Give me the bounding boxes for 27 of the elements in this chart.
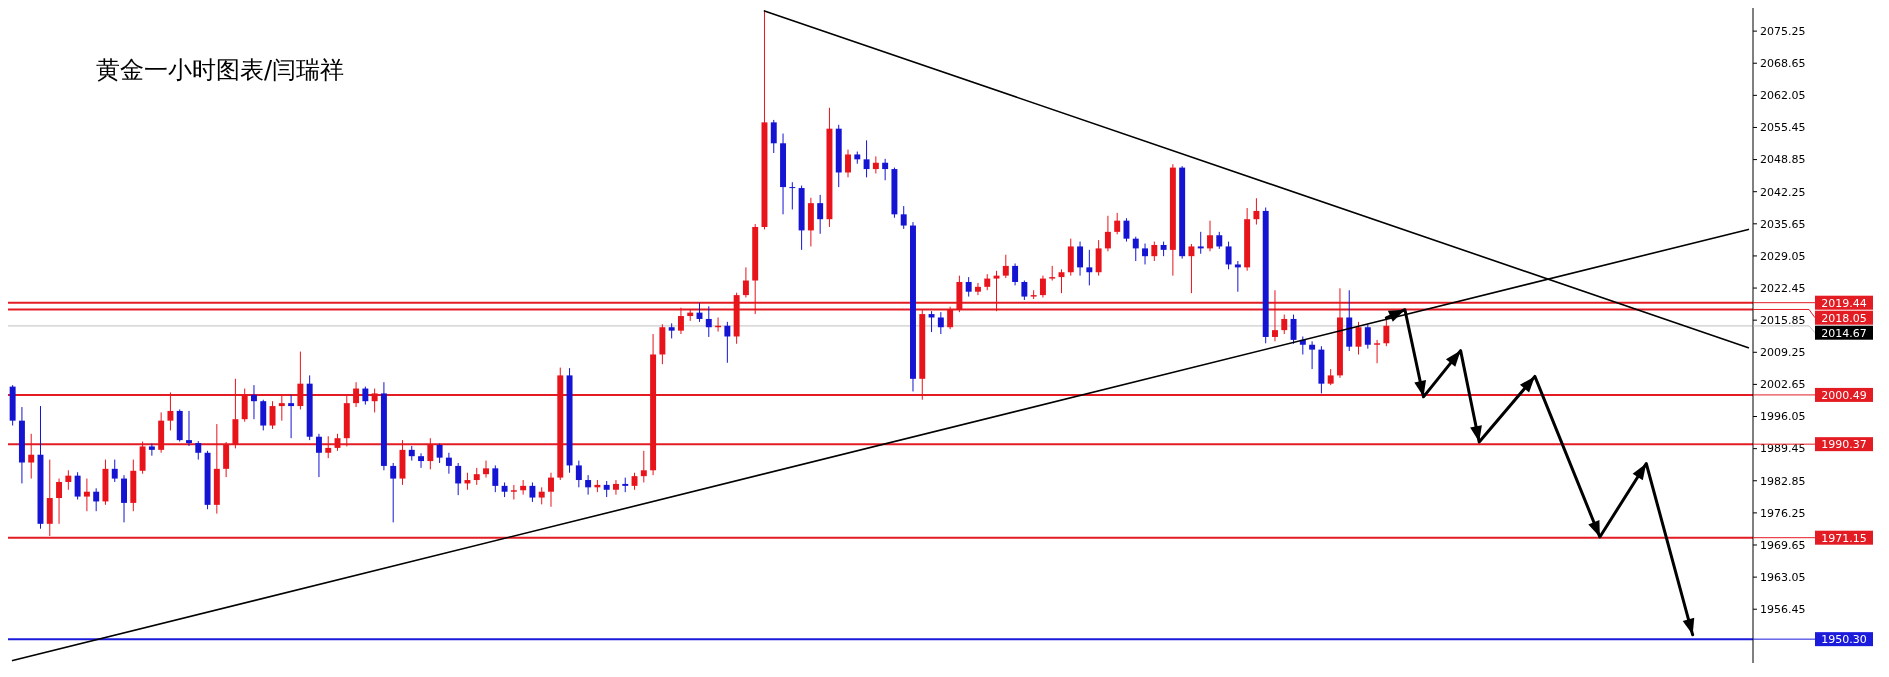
ref-line-label: 2018.05: [1821, 311, 1867, 325]
y-tick-label: 1982.85: [1760, 474, 1806, 488]
ref-line-label: 1950.30: [1821, 633, 1867, 647]
y-tick-label: 2048.85: [1760, 153, 1806, 167]
y-tick-label: 2042.25: [1760, 185, 1806, 199]
y-tick-label: 2068.65: [1760, 57, 1806, 71]
y-tick-label: 2015.85: [1760, 314, 1806, 328]
ref-line-label: 2000.49: [1821, 388, 1867, 402]
y-tick-label: 1969.65: [1760, 538, 1806, 552]
y-tick-label: 2022.45: [1760, 281, 1806, 295]
y-tick-label: 1963.05: [1760, 570, 1806, 584]
y-tick-label: 1976.25: [1760, 506, 1806, 520]
y-tick-label: 2062.05: [1760, 89, 1806, 103]
ref-line-label: 1990.37: [1821, 438, 1867, 452]
ref-line-label: 2014.67: [1821, 326, 1867, 340]
ref-line-label: 2019.44: [1821, 296, 1867, 310]
y-tick-label: 2075.25: [1760, 24, 1806, 38]
y-tick-label: 1996.05: [1760, 410, 1806, 424]
y-tick-label: 2035.65: [1760, 217, 1806, 231]
y-tick-label: 2009.25: [1760, 346, 1806, 360]
y-tick-label: 1989.45: [1760, 442, 1806, 456]
text: 黄金一小时图表/闫瑞祥: [96, 56, 345, 84]
y-tick-label: 2055.45: [1760, 121, 1806, 135]
ref-line-label: 1971.15: [1821, 531, 1867, 545]
y-tick-label: 1956.45: [1760, 603, 1806, 617]
y-tick-label: 2029.05: [1760, 249, 1806, 263]
y-tick-label: 2002.65: [1760, 378, 1806, 392]
